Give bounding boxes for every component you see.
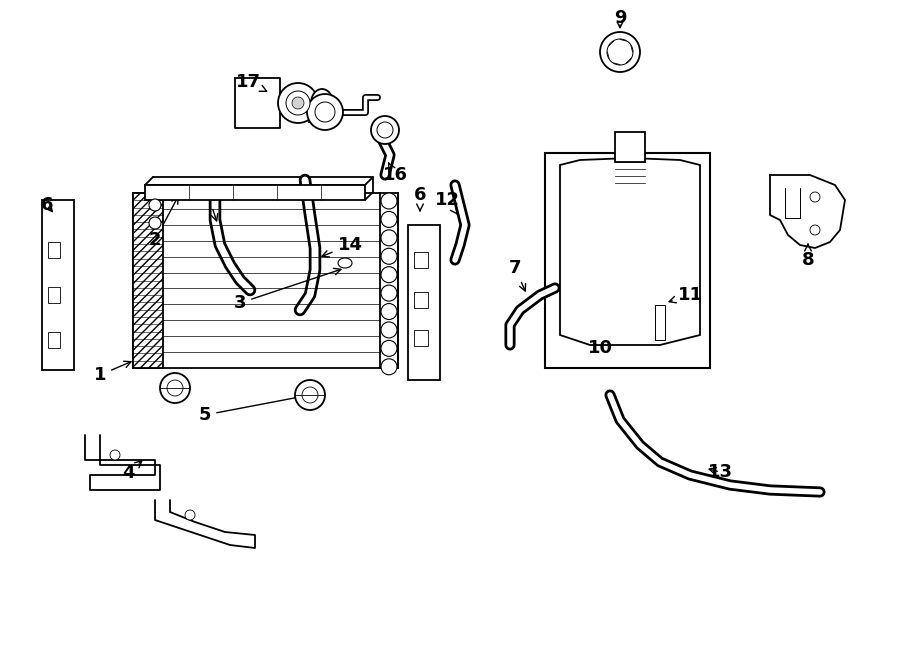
Circle shape (185, 510, 195, 520)
Bar (615, 132, 645, 162)
Text: 4: 4 (122, 461, 142, 482)
Circle shape (315, 102, 335, 122)
Bar (48, 287, 60, 303)
Text: 8: 8 (802, 245, 814, 269)
Circle shape (810, 192, 820, 202)
Circle shape (286, 91, 310, 115)
Circle shape (381, 230, 397, 246)
Circle shape (381, 359, 397, 375)
Bar (545, 153, 710, 368)
Text: 2: 2 (148, 197, 178, 249)
Bar (408, 225, 440, 380)
Text: 6: 6 (40, 196, 53, 214)
Circle shape (377, 122, 393, 138)
Bar (655, 305, 665, 340)
Bar (145, 185, 365, 200)
Text: 18: 18 (305, 109, 330, 127)
Circle shape (810, 225, 820, 235)
Bar (48, 332, 60, 348)
Ellipse shape (338, 258, 352, 268)
Circle shape (371, 116, 399, 144)
Text: 11: 11 (669, 286, 703, 304)
Bar (42, 200, 74, 370)
Circle shape (149, 217, 161, 229)
Bar (133, 193, 163, 368)
Text: 15: 15 (195, 186, 220, 221)
Text: 7: 7 (508, 259, 526, 291)
Text: 12: 12 (435, 191, 460, 214)
Circle shape (110, 450, 120, 460)
Circle shape (167, 380, 183, 396)
Ellipse shape (311, 89, 333, 117)
Bar (48, 242, 60, 258)
Bar (414, 292, 428, 308)
Circle shape (607, 39, 633, 65)
Text: 16: 16 (382, 163, 408, 184)
Bar (133, 193, 398, 368)
Circle shape (381, 340, 397, 356)
Text: 10: 10 (588, 339, 613, 357)
Circle shape (381, 285, 397, 301)
Circle shape (381, 249, 397, 264)
Bar (414, 252, 428, 268)
Circle shape (600, 32, 640, 72)
Text: 1: 1 (94, 362, 131, 384)
Circle shape (381, 212, 397, 227)
Circle shape (381, 303, 397, 319)
Circle shape (302, 387, 318, 403)
Text: 5: 5 (199, 394, 306, 424)
Bar (414, 330, 428, 346)
Text: 9: 9 (614, 9, 626, 27)
Circle shape (295, 380, 325, 410)
Circle shape (160, 373, 190, 403)
Circle shape (278, 83, 318, 123)
Circle shape (381, 193, 397, 209)
Polygon shape (560, 158, 700, 345)
Circle shape (307, 94, 343, 130)
Circle shape (381, 322, 397, 338)
Text: 13: 13 (707, 463, 733, 481)
Circle shape (381, 266, 397, 283)
Circle shape (149, 199, 161, 211)
Text: 14: 14 (322, 236, 363, 257)
Circle shape (292, 97, 304, 109)
Text: 17: 17 (236, 73, 266, 91)
Text: 6: 6 (414, 186, 427, 211)
Text: 3: 3 (234, 268, 341, 312)
